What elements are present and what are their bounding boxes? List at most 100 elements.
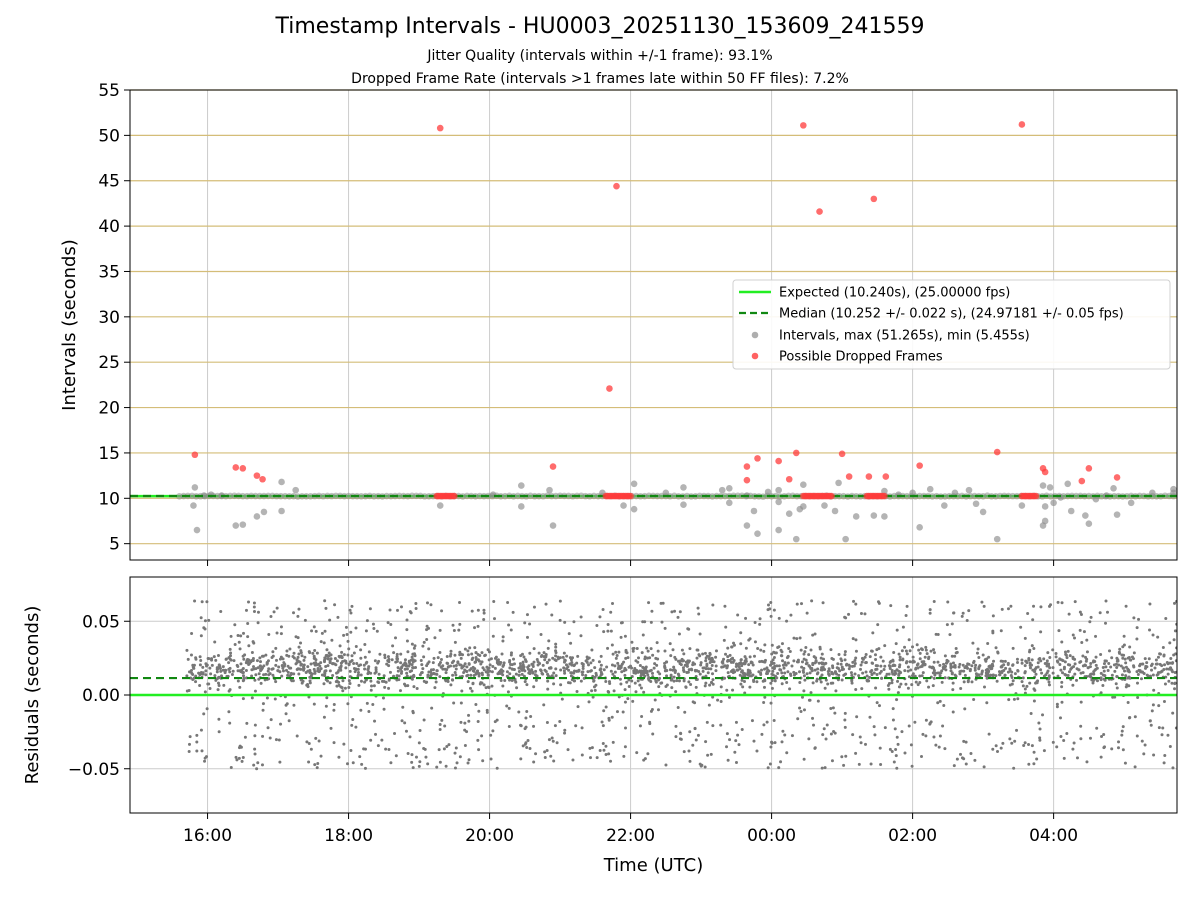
residual-point <box>684 685 688 689</box>
residual-point <box>316 761 320 765</box>
residual-point <box>1003 673 1007 677</box>
residual-point <box>367 709 371 713</box>
residual-point <box>674 690 678 694</box>
residual-point <box>887 681 891 685</box>
residual-point <box>279 632 283 636</box>
residual-point <box>476 608 480 612</box>
residual-point <box>758 660 762 664</box>
residual-point <box>245 721 249 725</box>
residual-point <box>849 671 853 675</box>
top-ytick-label: 30 <box>98 308 120 328</box>
residual-point <box>1148 719 1152 723</box>
interval-point <box>754 530 761 537</box>
residual-point <box>1099 755 1103 759</box>
residual-point <box>319 640 323 644</box>
residual-point <box>854 656 858 660</box>
interval-point <box>775 526 782 534</box>
residual-point <box>1124 661 1128 665</box>
dropped-frame-point <box>253 472 261 479</box>
residual-point <box>522 655 526 659</box>
residual-point <box>653 662 657 666</box>
residual-point <box>372 684 376 688</box>
residual-point <box>373 659 377 663</box>
residual-point <box>274 663 278 667</box>
residual-point <box>639 674 643 678</box>
residual-point <box>1124 665 1128 669</box>
residual-point <box>623 700 627 704</box>
residual-point <box>834 689 838 693</box>
residual-point <box>284 712 288 716</box>
residual-point <box>1135 734 1139 738</box>
residual-point <box>1135 681 1139 685</box>
residual-point <box>1040 671 1044 675</box>
residual-point <box>410 677 414 681</box>
residual-point <box>1085 760 1089 764</box>
residual-point <box>887 672 891 676</box>
residual-point <box>697 612 701 616</box>
residual-point <box>973 758 977 762</box>
residual-point <box>414 601 418 605</box>
residual-point <box>427 660 431 664</box>
residual-point <box>714 669 718 673</box>
residual-point <box>480 651 484 655</box>
residual-point <box>743 691 747 695</box>
residual-point <box>772 655 776 659</box>
residual-point <box>1160 664 1164 668</box>
residual-point <box>1031 618 1035 622</box>
residual-point <box>1133 765 1137 769</box>
residual-point <box>627 678 631 682</box>
residual-point <box>875 667 879 671</box>
residual-point <box>609 629 613 633</box>
residual-point <box>1110 673 1114 677</box>
residual-point <box>819 680 823 684</box>
residual-point <box>853 659 857 663</box>
residual-point <box>854 649 858 653</box>
residual-point <box>1164 616 1168 620</box>
residual-point <box>1165 667 1169 671</box>
residual-point <box>481 666 485 670</box>
residual-point <box>920 664 924 668</box>
residual-point <box>563 671 567 675</box>
residual-point <box>195 749 199 753</box>
residual-point <box>295 658 299 662</box>
residual-point <box>462 671 466 675</box>
residual-point <box>499 668 503 672</box>
residual-point <box>1028 650 1032 654</box>
residual-point <box>1062 756 1066 760</box>
residual-point <box>430 706 434 710</box>
residual-point <box>562 660 566 664</box>
residual-point <box>890 749 894 753</box>
residual-point <box>1031 668 1035 672</box>
residual-point <box>247 644 251 648</box>
residual-point <box>532 724 536 728</box>
residual-point <box>328 681 332 685</box>
residual-point <box>238 685 242 689</box>
residual-point <box>991 614 995 618</box>
residual-point <box>486 685 490 689</box>
residual-point <box>673 609 677 613</box>
residual-point <box>479 662 483 666</box>
residual-point <box>383 653 387 657</box>
residual-point <box>991 673 995 677</box>
residual-point <box>599 673 603 677</box>
residual-point <box>725 666 729 670</box>
residual-point <box>604 705 608 709</box>
residual-point <box>1122 634 1126 638</box>
residual-point <box>682 669 686 673</box>
top-ytick-label: 50 <box>98 126 120 146</box>
residual-point <box>385 662 389 666</box>
residual-point <box>410 655 414 659</box>
residual-point <box>788 649 792 653</box>
residual-point <box>785 656 789 660</box>
residual-point <box>1042 749 1046 753</box>
residual-point <box>523 669 527 673</box>
residual-point <box>1132 665 1136 669</box>
residual-point <box>482 618 486 622</box>
residual-point <box>724 625 728 629</box>
bottom-xtick-label: 18:00 <box>324 826 373 846</box>
residual-point <box>1107 661 1111 665</box>
residual-point <box>1020 658 1024 662</box>
residual-point <box>648 720 652 724</box>
residual-point <box>747 663 751 667</box>
residual-point <box>256 666 260 670</box>
